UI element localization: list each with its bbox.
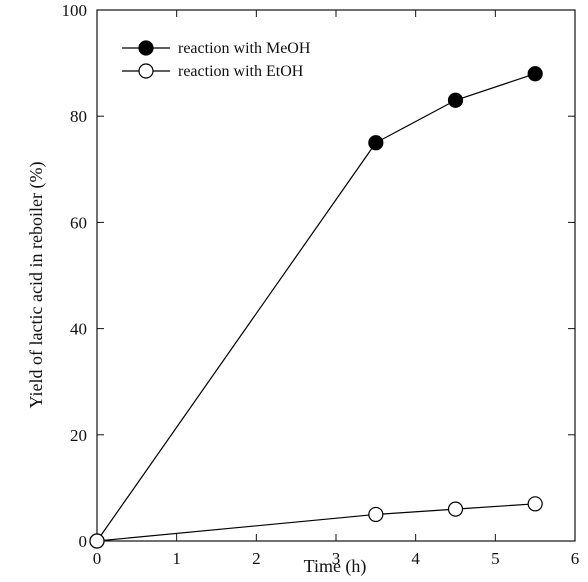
y-tick-label-1: 20 [70, 426, 87, 445]
plot-border [96, 9, 576, 542]
x-tick-label-6: 6 [571, 549, 580, 568]
series-1-point-1 [368, 506, 384, 523]
x-tick-label-2: 2 [252, 549, 261, 568]
series-layer [89, 66, 543, 549]
series-0 [89, 66, 543, 549]
legend-marker-1 [138, 63, 154, 79]
x-tick-label-1: 1 [172, 549, 181, 568]
y-tick-label-5: 100 [62, 1, 88, 20]
y-tick-label-0: 0 [79, 532, 88, 551]
legend: reaction with MeOH reaction with EtOH [122, 40, 311, 80]
series-0-point-1 [368, 135, 384, 151]
series-1-point-0 [89, 533, 105, 549]
axis-ticks [96, 9, 576, 542]
series-1-point-3 [527, 496, 543, 512]
plot-frame [96, 9, 576, 542]
x-tick-label-0: 0 [93, 549, 102, 568]
legend-label-0: reaction with MeOH [178, 40, 311, 57]
y-tick-label-2: 40 [70, 320, 87, 339]
series-0-point-2 [447, 92, 464, 108]
y-tick-label-4: 80 [70, 107, 87, 126]
x-tick-label-4: 4 [411, 549, 420, 568]
y-axis-label: Yield of lactic acid in reboiler (%) [26, 162, 47, 409]
series-line-1 [96, 503, 536, 542]
x-axis-label: Time (h) [304, 556, 367, 577]
series-1-point-2 [447, 501, 464, 517]
legend-marker-0 [138, 40, 154, 56]
legend-label-1: reaction with EtOH [178, 63, 304, 80]
y-tick-label-3: 60 [70, 213, 87, 232]
series-1 [89, 496, 543, 549]
x-tick-label-5: 5 [491, 549, 500, 568]
x-tick-label-3: 3 [332, 549, 341, 568]
series-line-0 [96, 73, 536, 542]
series-0-point-3 [527, 66, 543, 82]
